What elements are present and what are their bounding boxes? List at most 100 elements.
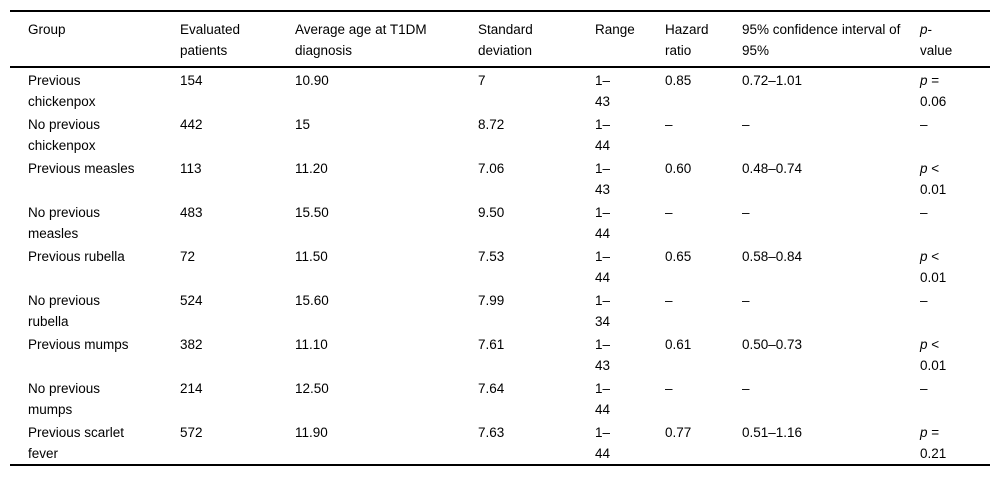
table-row: Previous mumps 382 11.10 7.61 1– 43 0.61… xyxy=(10,332,990,376)
cell-average-age: 11.90 xyxy=(295,425,328,440)
cell-average-age: 15.50 xyxy=(295,205,329,220)
cell-group: Previous scarlet fever xyxy=(28,425,125,461)
cell-p-value: p = 0.06 xyxy=(920,67,990,112)
p-value-text: – xyxy=(920,293,928,308)
cell-average-age: 11.20 xyxy=(295,161,328,176)
cell-confidence-interval: 0.58–0.84 xyxy=(742,249,803,264)
cell-standard-deviation: 9.50 xyxy=(478,205,505,220)
cell-confidence-interval: 0.51–1.16 xyxy=(742,425,803,440)
cell-confidence-interval: – xyxy=(742,205,750,220)
cell-evaluated-patients: 154 xyxy=(180,73,203,88)
cell-evaluated-patients: 572 xyxy=(180,425,203,440)
cell-hazard-ratio: 0.85 xyxy=(665,73,692,88)
cell-hazard-ratio: 0.77 xyxy=(665,425,692,440)
cell-p-value: p = 0.21 xyxy=(920,420,990,465)
cell-p-value: p < 0.01 xyxy=(920,156,990,200)
cell-group: Previous mumps xyxy=(28,337,129,352)
p-value-text: – xyxy=(920,381,928,396)
cell-group: Previous measles xyxy=(28,161,135,176)
p-symbol: p xyxy=(920,337,928,352)
p-symbol: p xyxy=(920,22,928,37)
col-header-average-age: Average age at T1DM diagnosis xyxy=(295,11,478,68)
cell-range: 1– 44 xyxy=(595,117,611,153)
cell-standard-deviation: 7.61 xyxy=(478,337,505,352)
col-header-group: Group xyxy=(10,11,180,68)
table-row: No previous measles 483 15.50 9.50 1– 44… xyxy=(10,200,990,244)
p-value-text: = 0.06 xyxy=(920,73,947,109)
table-row: Previous scarlet fever 572 11.90 7.63 1–… xyxy=(10,420,990,465)
cell-group: No previous measles xyxy=(28,205,101,241)
table-body: Previous chickenpox 154 10.90 7 1– 43 0.… xyxy=(10,67,990,465)
col-header-standard-deviation: Standard deviation xyxy=(478,11,595,68)
p-symbol: p xyxy=(920,425,928,440)
cell-group: Previous rubella xyxy=(28,249,125,264)
cell-p-value: – xyxy=(920,112,990,156)
cell-hazard-ratio: – xyxy=(665,381,673,396)
cell-average-age: 11.10 xyxy=(295,337,328,352)
p-symbol: p xyxy=(920,249,928,264)
table-row: No previous mumps 214 12.50 7.64 1– 44 –… xyxy=(10,376,990,420)
cell-standard-deviation: 7 xyxy=(478,73,486,88)
cell-standard-deviation: 7.64 xyxy=(478,381,505,396)
cell-standard-deviation: 7.63 xyxy=(478,425,505,440)
cell-p-value: p < 0.01 xyxy=(920,332,990,376)
cell-average-age: 11.50 xyxy=(295,249,328,264)
p-value-text: < 0.01 xyxy=(920,161,947,197)
p-symbol: p xyxy=(920,161,928,176)
col-header-p-value: p- value xyxy=(920,11,990,68)
cell-hazard-ratio: – xyxy=(665,205,673,220)
cell-range: 1– 44 xyxy=(595,425,611,461)
results-table: Group Evaluated patients Average age at … xyxy=(10,10,990,466)
cell-confidence-interval: – xyxy=(742,117,750,132)
cell-average-age: 15.60 xyxy=(295,293,329,308)
cell-p-value: – xyxy=(920,200,990,244)
p-value-text: < 0.01 xyxy=(920,249,947,285)
cell-average-age: 10.90 xyxy=(295,73,329,88)
p-value-text: = 0.21 xyxy=(920,425,947,461)
col-header-confidence-interval: 95% confidence interval of 95% xyxy=(742,11,920,68)
cell-evaluated-patients: 442 xyxy=(180,117,203,132)
cell-hazard-ratio: – xyxy=(665,293,673,308)
cell-evaluated-patients: 524 xyxy=(180,293,203,308)
cell-range: 1– 43 xyxy=(595,73,611,109)
cell-p-value: – xyxy=(920,288,990,332)
table-row: No previous chickenpox 442 15 8.72 1– 44… xyxy=(10,112,990,156)
cell-evaluated-patients: 483 xyxy=(180,205,203,220)
p-header-rest: - value xyxy=(920,22,953,58)
cell-hazard-ratio: 0.65 xyxy=(665,249,692,264)
cell-range: 1– 34 xyxy=(595,293,611,329)
cell-group: Previous chickenpox xyxy=(28,73,96,109)
cell-hazard-ratio: 0.61 xyxy=(665,337,692,352)
cell-hazard-ratio: – xyxy=(665,117,673,132)
col-header-range: Range xyxy=(595,11,665,68)
cell-range: 1– 43 xyxy=(595,161,611,197)
cell-average-age: 15 xyxy=(295,117,311,132)
cell-group: No previous rubella xyxy=(28,293,101,329)
cell-confidence-interval: – xyxy=(742,381,750,396)
cell-standard-deviation: 7.53 xyxy=(478,249,505,264)
cell-evaluated-patients: 113 xyxy=(180,161,202,176)
cell-average-age: 12.50 xyxy=(295,381,329,396)
p-symbol: p xyxy=(920,73,928,88)
cell-confidence-interval: 0.48–0.74 xyxy=(742,161,803,176)
cell-evaluated-patients: 72 xyxy=(180,249,196,264)
cell-p-value: p < 0.01 xyxy=(920,244,990,288)
cell-evaluated-patients: 382 xyxy=(180,337,203,352)
cell-hazard-ratio: 0.60 xyxy=(665,161,692,176)
header-row: Group Evaluated patients Average age at … xyxy=(10,11,990,68)
col-header-evaluated-patients: Evaluated patients xyxy=(180,11,295,68)
cell-standard-deviation: 8.72 xyxy=(478,117,505,132)
cell-range: 1– 44 xyxy=(595,205,611,241)
p-value-text: – xyxy=(920,205,928,220)
cell-confidence-interval: 0.50–0.73 xyxy=(742,337,803,352)
cell-group: No previous mumps xyxy=(28,381,101,417)
cell-confidence-interval: 0.72–1.01 xyxy=(742,73,803,88)
p-value-text: – xyxy=(920,117,928,132)
table-row: Previous chickenpox 154 10.90 7 1– 43 0.… xyxy=(10,67,990,112)
cell-evaluated-patients: 214 xyxy=(180,381,203,396)
table-row: No previous rubella 524 15.60 7.99 1– 34… xyxy=(10,288,990,332)
cell-confidence-interval: – xyxy=(742,293,750,308)
cell-group: No previous chickenpox xyxy=(28,117,101,153)
cell-range: 1– 43 xyxy=(595,337,611,373)
cell-standard-deviation: 7.06 xyxy=(478,161,505,176)
